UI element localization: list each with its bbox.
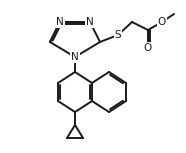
Text: N: N: [86, 17, 94, 27]
Text: S: S: [115, 30, 121, 40]
Text: N: N: [71, 52, 79, 62]
Text: O: O: [158, 17, 166, 27]
Text: O: O: [144, 43, 152, 53]
Text: N: N: [56, 17, 64, 27]
